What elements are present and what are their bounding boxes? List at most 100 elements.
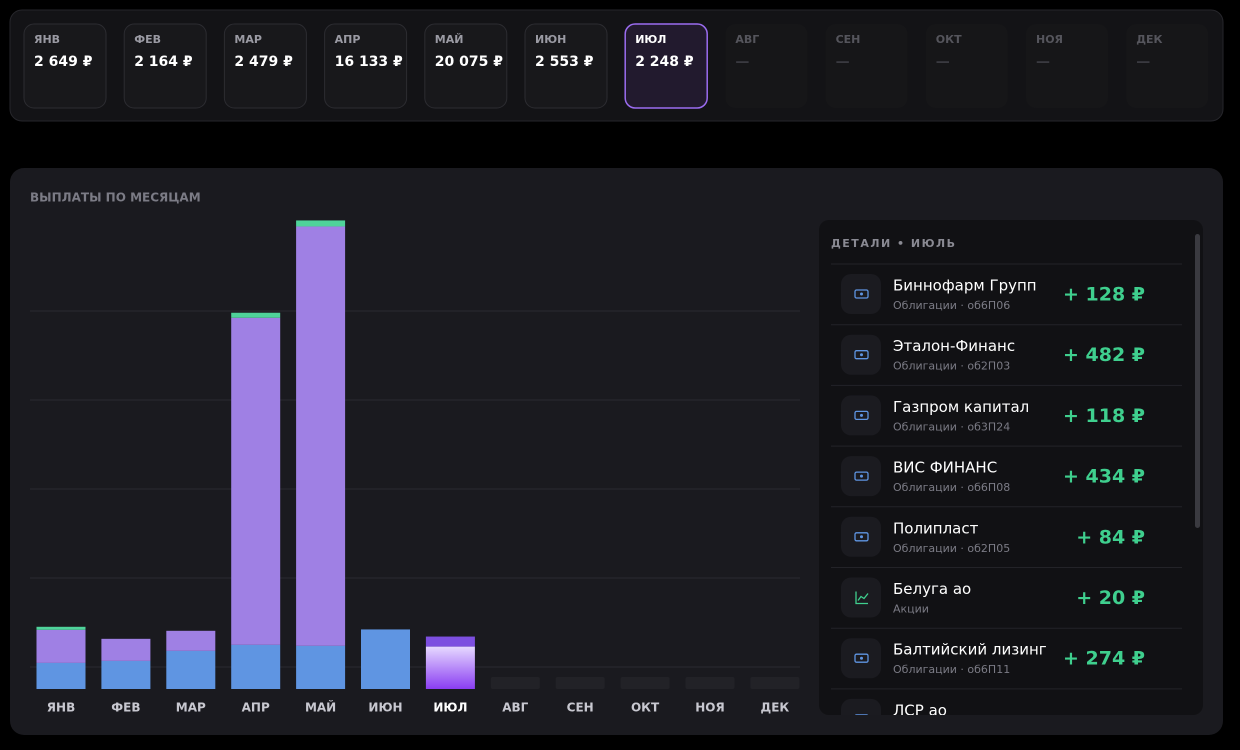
empty-bar: [620, 677, 670, 689]
month-label: ИЮН: [535, 33, 566, 46]
month-amount: —: [1036, 54, 1050, 70]
item-amount: + 20 ₽: [1076, 587, 1145, 609]
bar-segment[interactable]: [101, 660, 151, 689]
x-tick-label: МАР: [176, 701, 206, 715]
month-label: НОЯ: [1036, 33, 1063, 46]
month-card[interactable]: [524, 23, 608, 109]
item-name: Белуга ао: [893, 580, 971, 598]
month-label: ОКТ: [936, 33, 962, 46]
icon-bond: [854, 714, 869, 715]
scrollbar[interactable]: [1195, 234, 1200, 528]
month-card[interactable]: [624, 23, 708, 109]
month-label: МАЙ: [435, 33, 464, 46]
month-card[interactable]: [1126, 24, 1209, 108]
x-tick-label: ИЮН: [368, 701, 402, 715]
item-subtitle: Облигации · об6П06: [893, 299, 1010, 312]
month-amount: 20 075 ₽: [435, 54, 503, 70]
month-label: АПР: [335, 33, 361, 46]
icon-bond-dot: [860, 353, 863, 357]
month-card[interactable]: [725, 24, 808, 108]
month-card[interactable]: [424, 23, 508, 109]
month-amount: 2 649 ₽: [34, 54, 93, 70]
x-tick-label: ДЕК: [761, 701, 790, 715]
month-amount: 16 133 ₽: [335, 54, 403, 70]
bar-segment[interactable]: [296, 220, 346, 227]
bar-segment[interactable]: [361, 629, 410, 689]
icon-bond-dot: [860, 474, 863, 478]
month-amount: 2 248 ₽: [635, 54, 694, 70]
details-title: ДЕТАЛИ • ИЮЛЬ: [831, 237, 957, 250]
item-subtitle: Акции: [893, 603, 929, 616]
bar-segment[interactable]: [231, 312, 281, 318]
bar-segment[interactable]: [36, 629, 86, 663]
icon-bond: [854, 410, 869, 421]
x-tick-label: НОЯ: [695, 701, 724, 715]
item-subtitle: Облигации · об2П03: [893, 360, 1010, 373]
bar-segment[interactable]: [425, 636, 475, 647]
icon-bond: [854, 653, 869, 663]
x-tick-label: ЯНВ: [47, 701, 75, 715]
item-name: ВИС ФИНАНС: [893, 459, 997, 477]
empty-bar: [555, 677, 605, 689]
icon-bond: [854, 471, 869, 481]
month-amount: —: [936, 54, 950, 70]
item-amount: + 274 ₽: [1063, 648, 1145, 670]
month-amount: —: [735, 54, 749, 70]
month-card[interactable]: [925, 24, 1008, 108]
item-name: Полипласт: [893, 519, 979, 537]
item-name: Эталон-Финанс: [893, 337, 1015, 355]
item-subtitle: Облигации · об6П08: [893, 481, 1010, 494]
item-name: ЛСР ао: [893, 701, 947, 719]
icon-bond-dot: [860, 292, 863, 296]
month-card[interactable]: [23, 23, 107, 109]
details-panel: [819, 220, 1203, 715]
month-amount: —: [1136, 54, 1150, 70]
month-label: МАР: [234, 33, 262, 46]
x-tick-label: СЕН: [567, 701, 594, 715]
month-amount: —: [836, 54, 850, 70]
icon-bond-dot: [860, 535, 863, 539]
item-name: Балтийский лизинг: [893, 641, 1047, 659]
bar-segment[interactable]: [296, 645, 346, 689]
bar-segment[interactable]: [231, 317, 281, 645]
chart-title: ВЫПЛАТЫ ПО МЕСЯЦАМ: [30, 191, 201, 205]
bar-segment[interactable]: [166, 630, 216, 651]
item-subtitle: Облигации · об3П24: [893, 420, 1010, 433]
empty-bar: [490, 677, 540, 689]
icon-bond-dot: [860, 413, 863, 417]
month-label: ЯНВ: [34, 33, 60, 46]
bar-segment[interactable]: [231, 644, 281, 689]
month-card[interactable]: [324, 23, 408, 109]
month-label: АВГ: [735, 33, 759, 46]
month-label: ФЕВ: [134, 33, 161, 46]
bar-segment[interactable]: [425, 646, 475, 689]
month-strip: [9, 9, 1224, 122]
month-card[interactable]: [223, 23, 307, 109]
month-label: ДЕК: [1136, 33, 1162, 46]
month-label: СЕН: [836, 33, 861, 46]
bar-segment[interactable]: [166, 650, 216, 689]
item-amount: + 118 ₽: [1063, 405, 1145, 427]
bar-segment[interactable]: [101, 638, 151, 661]
item-subtitle: Облигации · об6П11: [893, 663, 1010, 676]
details-list: Биннофарм Групп Облигации · об6П06 + 128 ₽…: [831, 263, 1182, 719]
item-name: Газпром капитал: [893, 398, 1029, 416]
empty-bar: [750, 677, 800, 689]
item-subtitle: Облигации · об2П05: [893, 542, 1010, 555]
item-amount: + 84 ₽: [1076, 526, 1145, 548]
bar-segment[interactable]: [36, 626, 86, 630]
month-label: ИЮЛ: [635, 33, 666, 46]
month-card[interactable]: [123, 23, 207, 109]
bar-segment[interactable]: [36, 662, 86, 689]
month-card[interactable]: [1026, 24, 1108, 108]
item-amount: + 482 ₽: [1063, 344, 1145, 366]
month-amount: 2 553 ₽: [535, 54, 594, 70]
x-tick-label: ИЮЛ: [433, 701, 467, 715]
bar-segment[interactable]: [296, 226, 346, 646]
icon-bond: [854, 350, 869, 360]
row-icon: [841, 698, 881, 715]
icon-bond: [854, 532, 869, 542]
month-card[interactable]: [825, 24, 908, 108]
